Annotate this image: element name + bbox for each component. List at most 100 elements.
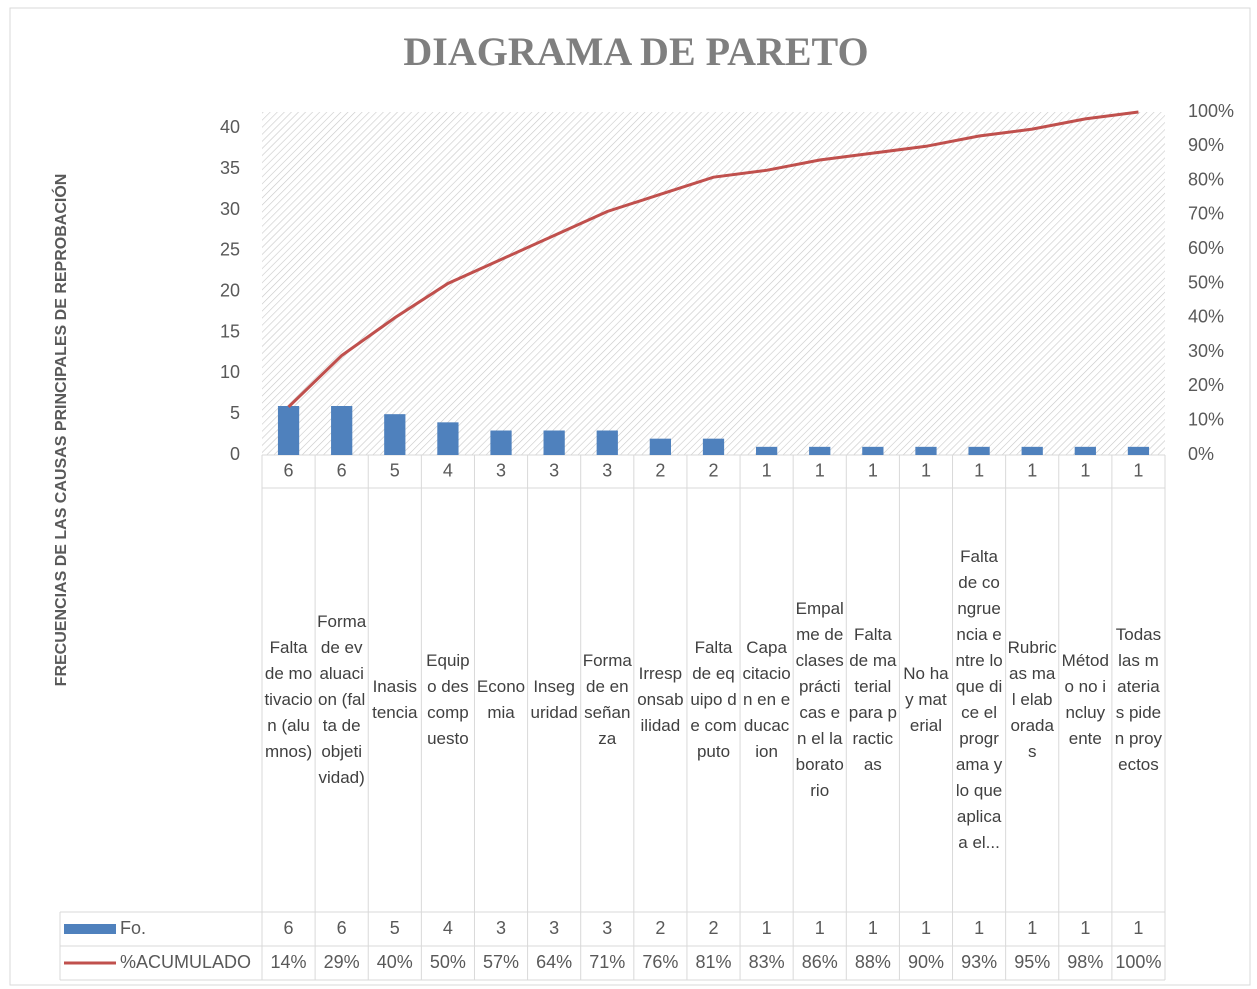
y2-tick-label: 80% (1188, 169, 1224, 189)
y2-tick-label: 30% (1188, 341, 1224, 361)
data-label: 3 (496, 460, 506, 480)
table-value: 1 (974, 918, 984, 938)
table-value: 90% (908, 952, 944, 972)
table-value: 98% (1067, 952, 1103, 972)
table-value: 86% (802, 952, 838, 972)
table-value: 50% (430, 952, 466, 972)
table-value: 2 (708, 918, 718, 938)
y-tick-label: 0 (230, 444, 240, 464)
data-label: 1 (1133, 460, 1143, 480)
category-label: Irresponsabilidad (637, 664, 684, 735)
table-value: 1 (1027, 918, 1037, 938)
bar (755, 446, 778, 455)
table-value: 3 (549, 918, 559, 938)
table-value: 100% (1115, 952, 1161, 972)
data-label: 4 (443, 460, 453, 480)
legend-label: Fo. (120, 918, 146, 938)
category-label: Empalme de clases prácticas en el labora… (795, 599, 844, 800)
data-label: 3 (602, 460, 612, 480)
data-label: 1 (921, 460, 931, 480)
table-value: 76% (642, 952, 678, 972)
y-tick-label: 10 (220, 362, 240, 382)
bar (437, 422, 459, 455)
legend-key (64, 924, 116, 934)
data-label: 1 (1080, 460, 1090, 480)
table-value: 81% (695, 952, 731, 972)
bar (1074, 446, 1096, 455)
y2-tick-label: 40% (1188, 307, 1224, 327)
table-value: 2 (655, 918, 665, 938)
table-value: 95% (1014, 952, 1050, 972)
y2-tick-label: 70% (1188, 204, 1224, 224)
y-tick-label: 20 (220, 280, 240, 300)
table-value: 6 (284, 918, 294, 938)
table-value: 6 (337, 918, 347, 938)
y-tick-label: 25 (220, 240, 240, 260)
bar (649, 438, 672, 455)
legend-label: %ACUMULADO (120, 952, 251, 972)
data-label: 1 (974, 460, 984, 480)
y2-tick-label: 0% (1188, 444, 1214, 464)
table-value: 71% (589, 952, 625, 972)
table-value: 29% (324, 952, 360, 972)
y-tick-label: 30 (220, 199, 240, 219)
category-label: Inseguridad (530, 677, 578, 722)
y2-tick-label: 90% (1188, 135, 1224, 155)
category-label: Forma de evaluacion (falta de objetivida… (317, 612, 367, 787)
y-axis-label: FRECUENCIAS DE LAS CAUSAS PRINCIPALES DE… (51, 174, 70, 687)
y-tick-label: 40 (220, 117, 240, 137)
bar (596, 430, 618, 455)
bar (384, 414, 406, 455)
y2-tick-label: 60% (1188, 238, 1224, 258)
data-label: 5 (390, 460, 400, 480)
table-value: 1 (921, 918, 931, 938)
category-label: Economia (476, 677, 526, 722)
data-label: 1 (1027, 460, 1037, 480)
bar (1127, 446, 1150, 455)
table-value: 1 (1080, 918, 1090, 938)
bar (702, 438, 725, 455)
bar (490, 430, 512, 455)
y2-tick-label: 10% (1188, 409, 1224, 429)
category-label: Equipo descompuesto (426, 651, 470, 748)
data-label: 6 (284, 460, 294, 480)
table-value: 40% (377, 952, 413, 972)
y-tick-label: 35 (220, 158, 240, 178)
category-label: Falta de material para practicas (848, 625, 897, 774)
category-label: Capacitacion en educacion (742, 638, 791, 761)
category-label: Falta de motivacion (alumnos) (264, 638, 313, 761)
bar (543, 430, 565, 455)
table-value: 1 (1133, 918, 1143, 938)
category-label: Falta de equipo de computo (690, 638, 737, 761)
table-value: 3 (496, 918, 506, 938)
category-label: Forma de enseñanza (582, 651, 632, 748)
y2-tick-label: 50% (1188, 272, 1224, 292)
category-label: Método no incluyente (1061, 651, 1109, 748)
data-label: 2 (708, 460, 718, 480)
category-label: Falta de congruencia entre lo que dice e… (955, 547, 1003, 852)
bar (331, 406, 353, 455)
data-label: 1 (868, 460, 878, 480)
plot-area (262, 112, 1165, 455)
data-label: 1 (815, 460, 825, 480)
table-value: 1 (762, 918, 772, 938)
table-value: 83% (749, 952, 785, 972)
line (287, 110, 1139, 409)
table-value: 93% (961, 952, 997, 972)
table-value: 4 (443, 918, 453, 938)
bar (915, 446, 937, 455)
category-label: Todas las materias piden proyectos (1114, 625, 1163, 774)
table-value: 14% (271, 952, 307, 972)
category-label: Rubricas mal elaboradas (1007, 638, 1057, 761)
y2-tick-label: 20% (1188, 375, 1224, 395)
y-tick-label: 15 (220, 321, 240, 341)
table-value: 1 (868, 918, 878, 938)
data-label: 3 (549, 460, 559, 480)
y2-tick-label: 100% (1188, 101, 1234, 121)
y-tick-label: 5 (230, 403, 240, 423)
table-value: 57% (483, 952, 519, 972)
table-value: 88% (855, 952, 891, 972)
bar (1021, 446, 1043, 455)
